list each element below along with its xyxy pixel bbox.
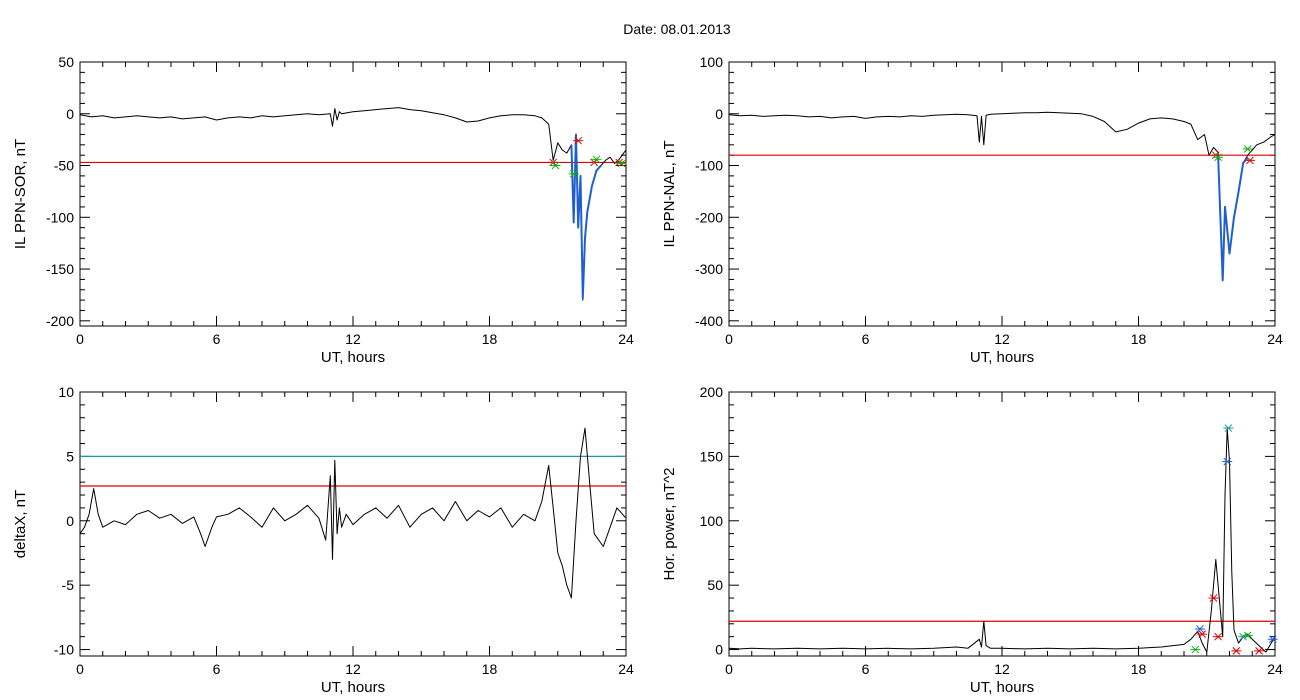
plot-frame: [79, 61, 627, 327]
y-axis-label: IL PPN-SOR, nT: [12, 139, 29, 249]
x-tick-label: 6: [862, 331, 870, 347]
y-tick-label: 50: [58, 54, 74, 70]
x-tick-label: 6: [213, 661, 221, 677]
y-axis-label: Hor. power, nT^2: [661, 468, 678, 581]
event-marker: [1254, 646, 1265, 655]
event-marker: [548, 158, 559, 167]
y-tick-label: 0: [715, 642, 723, 658]
panel-hor-power: 0 6 12 18 24 200 150 100 50 0 UT, hours Hor. power,…: [661, 384, 1283, 696]
y-tick-label: -300: [695, 261, 723, 277]
y-tick-label: -200: [46, 313, 74, 329]
x-tick-label: 24: [1267, 661, 1283, 677]
event-marker: [1231, 646, 1242, 655]
y-tick-label: 100: [700, 54, 724, 70]
plot-frame: [728, 61, 1276, 327]
figure-title: Date: 08.01.2013: [623, 21, 731, 37]
y-tick-label: 150: [700, 448, 724, 464]
y-tick-label: 100: [700, 513, 724, 529]
y-tick-label: 200: [700, 384, 724, 400]
event-marker: [616, 159, 627, 168]
event-marker: [1244, 156, 1255, 165]
x-axis-label: UT, hours: [321, 349, 385, 366]
y-tick-label: 0: [66, 513, 74, 529]
series-line: [79, 107, 627, 301]
y-tick-label: 0: [715, 106, 723, 122]
x-axis-label: UT, hours: [970, 679, 1034, 696]
x-tick-label: 6: [862, 661, 870, 677]
event-marker: [1223, 424, 1234, 432]
event-marker: [1222, 457, 1233, 466]
event-marker: [1213, 153, 1224, 162]
event-marker: [589, 158, 600, 167]
y-tick-label: 0: [66, 106, 74, 122]
y-tick-label: -100: [46, 209, 74, 225]
y-tick-label: -150: [46, 261, 74, 277]
x-tick-label: 12: [994, 661, 1010, 677]
panel-il-ppn-nal: 0 6 12 18 24 100 0 -100 -200 -300 -400 UT, hours IL …: [661, 54, 1283, 366]
event-marker: [1190, 645, 1201, 654]
event-marker: [1213, 632, 1224, 641]
event-marker: [1242, 631, 1253, 640]
event-marker: [591, 155, 602, 164]
x-tick-label: 18: [482, 331, 498, 347]
event-marker: [1242, 145, 1253, 153]
y-axis-label: deltaX, nT: [12, 490, 29, 558]
x-tick-label: 18: [1131, 331, 1147, 347]
event-marker: [1208, 594, 1219, 602]
y-tick-label: -100: [695, 158, 723, 174]
x-axis-label: UT, hours: [321, 679, 385, 696]
event-marker: [573, 136, 584, 145]
y-tick-label: 50: [707, 577, 723, 593]
x-axis-label: UT, hours: [970, 349, 1034, 366]
x-tick-label: 24: [618, 661, 634, 677]
x-tick-label: 12: [345, 331, 361, 347]
y-tick-label: 10: [58, 384, 74, 400]
y-tick-label: -200: [695, 209, 723, 225]
series-line: [728, 111, 1276, 280]
y-tick-label: -10: [54, 642, 74, 658]
x-tick-label: 0: [76, 331, 84, 347]
y-tick-label: -5: [62, 577, 75, 593]
panel-il-ppn-sor: 0 6 12 18 24 50 0 -50 -100 -150 -200 UT, hours IL PP…: [12, 54, 634, 366]
y-axis-label: IL PPN-NAL, nT: [661, 141, 678, 248]
series-line: [79, 427, 627, 599]
fit-line: [1217, 155, 1249, 282]
y-tick-label: 5: [66, 448, 74, 464]
x-tick-label: 0: [725, 661, 733, 677]
panel-deltax: 0 6 12 18 24 10 5 0 -5 -10 UT, hours deltaX, nT: [12, 384, 634, 696]
event-marker: [568, 169, 579, 178]
x-tick-label: 24: [618, 331, 634, 347]
fit-line: [570, 133, 602, 299]
x-tick-label: 24: [1267, 331, 1283, 347]
x-tick-label: 0: [76, 661, 84, 677]
event-marker: [1197, 630, 1208, 638]
x-tick-label: 18: [482, 661, 498, 677]
x-tick-label: 6: [213, 331, 221, 347]
event-marker: [1194, 625, 1205, 633]
plot-frame: [728, 391, 1276, 657]
y-tick-label: -50: [54, 158, 74, 174]
event-marker: [550, 161, 561, 170]
x-tick-label: 18: [1131, 661, 1147, 677]
x-tick-label: 12: [345, 661, 361, 677]
x-tick-label: 0: [725, 331, 733, 347]
series-line: [728, 427, 1276, 653]
x-tick-label: 12: [994, 331, 1010, 347]
y-tick-label: -400: [695, 313, 723, 329]
event-marker: [1267, 635, 1278, 644]
